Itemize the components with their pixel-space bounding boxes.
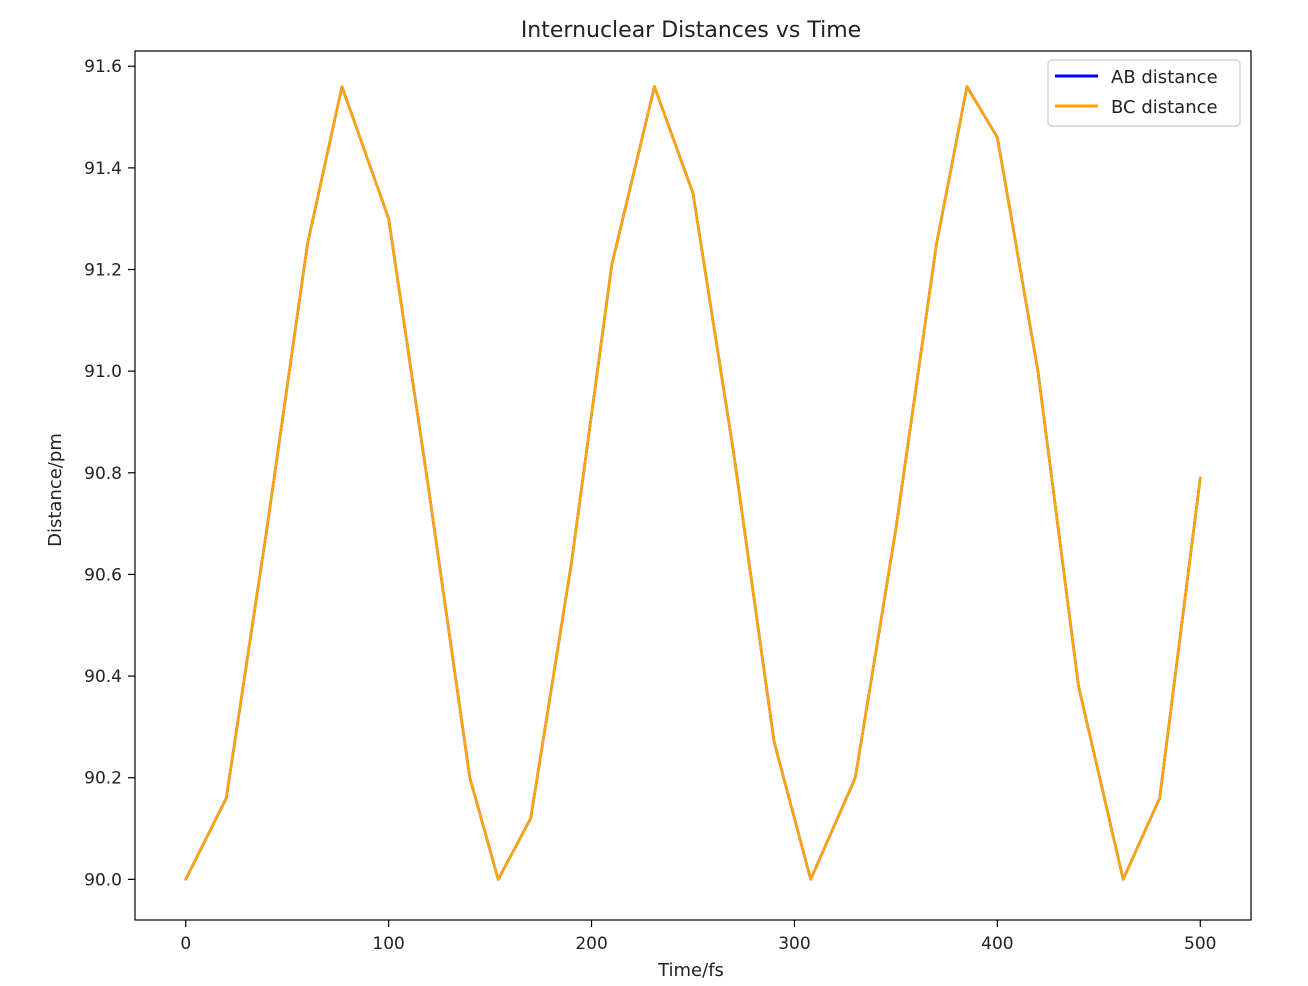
x-tick-label: 0 xyxy=(180,934,191,954)
y-tick-label: 91.4 xyxy=(84,159,122,179)
legend-label-bc: BC distance xyxy=(1111,97,1218,118)
y-tick-label: 91.0 xyxy=(84,362,122,382)
y-tick-label: 90.4 xyxy=(84,667,122,687)
y-tick-label: 91.2 xyxy=(84,261,122,281)
x-tick-label: 500 xyxy=(1184,934,1216,954)
x-tick-label: 400 xyxy=(981,934,1013,954)
x-tick-label: 200 xyxy=(575,934,607,954)
x-tick-label: 300 xyxy=(778,934,810,954)
chart-title: Internuclear Distances vs Time xyxy=(521,18,861,43)
x-axis-label: Time/fs xyxy=(657,960,724,981)
y-tick-label: 91.6 xyxy=(84,57,122,77)
legend: AB distance BC distance xyxy=(1047,59,1241,127)
y-tick-label: 90.2 xyxy=(84,769,122,789)
axes-frame xyxy=(134,50,1252,921)
legend-label-ab: AB distance xyxy=(1111,67,1218,88)
y-tick-label: 90.8 xyxy=(84,464,122,484)
series-line-ab xyxy=(184,85,1202,881)
y-axis-label: Distance/pm xyxy=(45,433,66,547)
y-tick-label: 90.0 xyxy=(84,870,122,890)
plot-area: 0 100 200 300 400 500 90.0 90.2 90.4 90.6 90.8 91.0… xyxy=(84,50,1252,954)
series-line-bc xyxy=(184,85,1202,881)
x-tick-label: 100 xyxy=(372,934,404,954)
y-tick-label: 90.6 xyxy=(84,565,122,585)
